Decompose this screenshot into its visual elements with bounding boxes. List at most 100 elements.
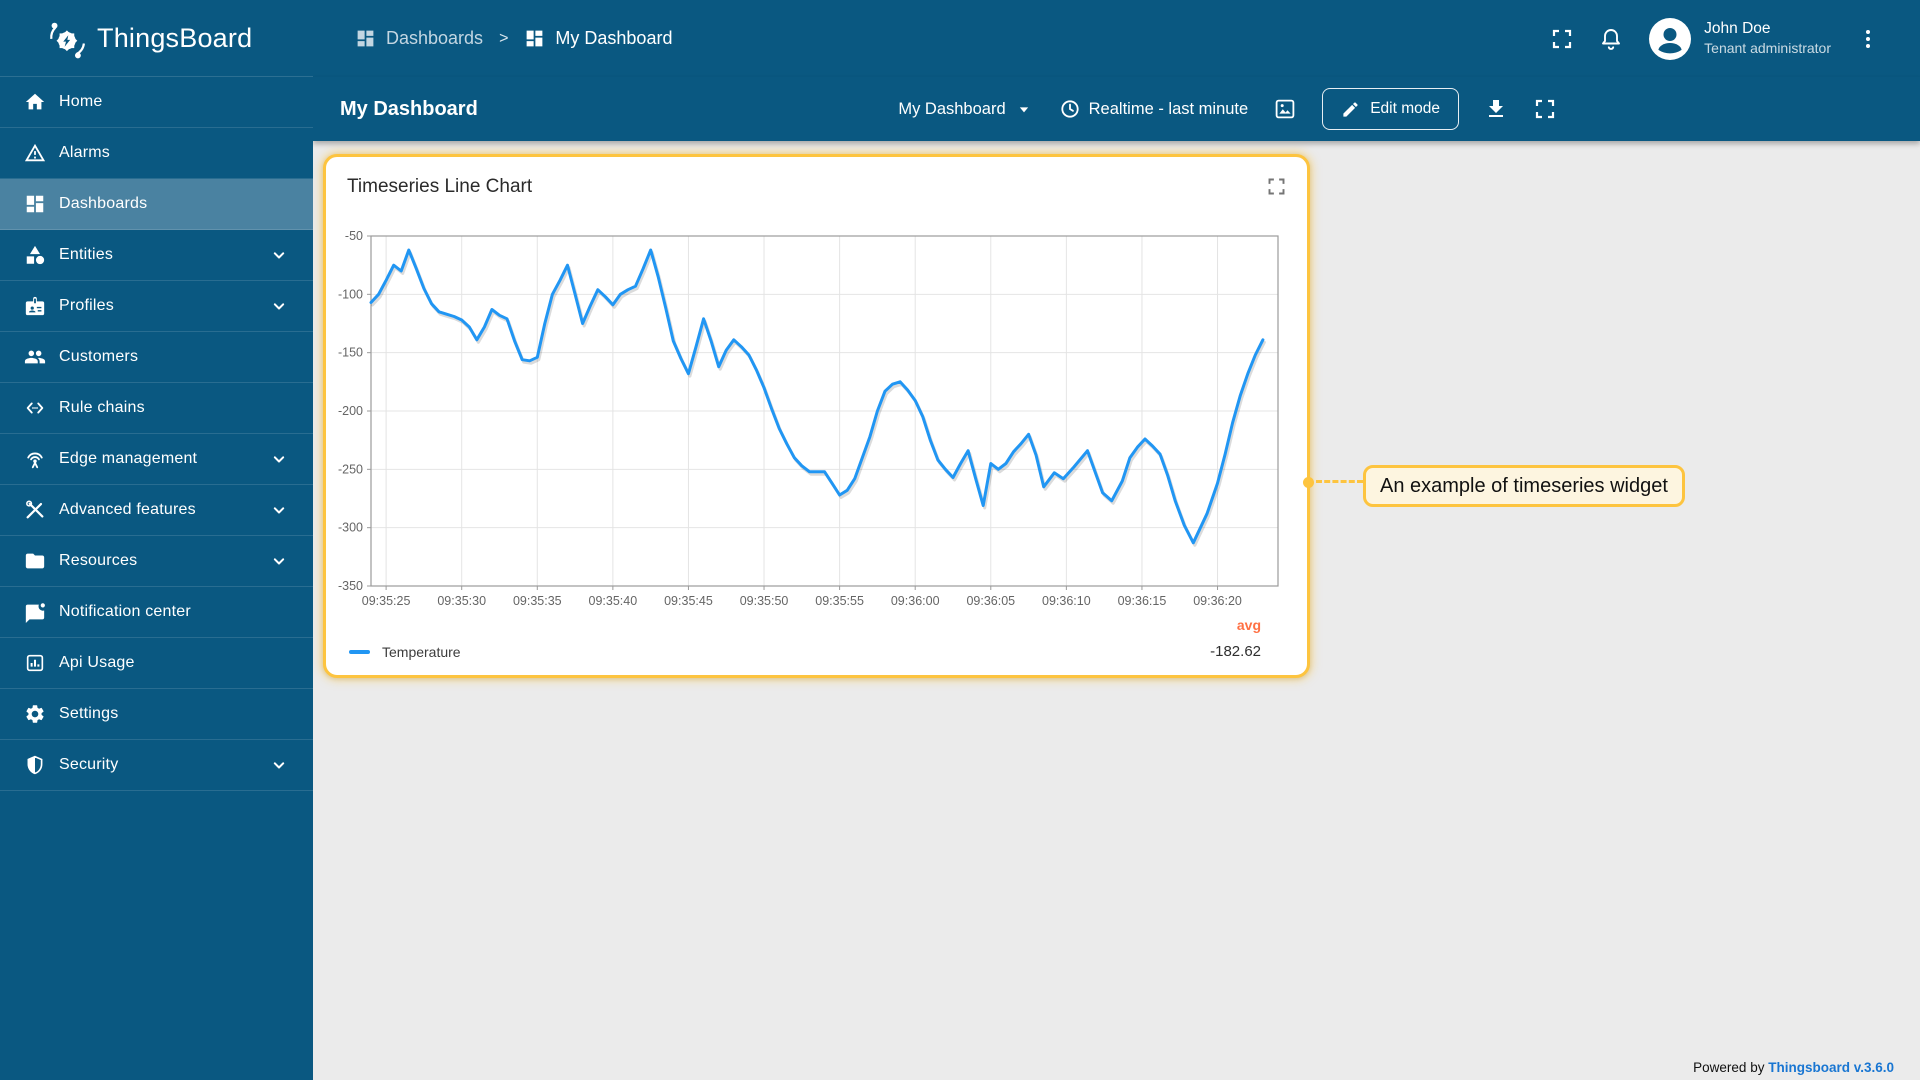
svg-text:09:35:35: 09:35:35: [513, 594, 562, 608]
fullscreen-icon: [1535, 99, 1555, 119]
sidebar-item-notification-center[interactable]: Notification center: [0, 587, 313, 638]
dashboard-canvas: Timeseries Line Chart -50 -100 -150 -200 -25…: [313, 141, 1920, 1080]
sidebar-item-label: Advanced features: [59, 501, 196, 518]
powered-by-text: Powered by: [1693, 1060, 1765, 1075]
sidebar-item-advanced-features[interactable]: Advanced features: [0, 485, 313, 536]
svg-text:-200: -200: [338, 404, 363, 418]
sidebar-item-label: Alarms: [59, 144, 110, 161]
edit-mode-button[interactable]: Edit mode: [1322, 88, 1459, 130]
state-select-value: My Dashboard: [898, 99, 1006, 118]
widget-fullscreen-button[interactable]: [1266, 176, 1287, 200]
breadcrumb-separator: >: [499, 29, 509, 47]
svg-text:09:36:05: 09:36:05: [966, 594, 1015, 608]
fullscreen-button[interactable]: [1550, 27, 1574, 51]
svg-text:-250: -250: [338, 462, 363, 476]
api-usage-icon: [24, 652, 46, 674]
security-icon: [24, 754, 46, 776]
sidebar-item-customers[interactable]: Customers: [0, 332, 313, 383]
svg-text:09:35:45: 09:35:45: [664, 594, 713, 608]
alarms-icon: [24, 142, 46, 164]
user-menu[interactable]: John Doe Tenant administrator: [1648, 17, 1831, 61]
svg-text:09:36:00: 09:36:00: [891, 594, 940, 608]
sidebar-item-label: Security: [59, 756, 119, 773]
sidebar-item-label: Settings: [59, 705, 119, 722]
sidebar-item-rule-chains[interactable]: Rule chains: [0, 383, 313, 434]
sidebar-item-entities[interactable]: Entities: [0, 230, 313, 281]
sidebar-item-api-usage[interactable]: Api Usage: [0, 638, 313, 689]
callout-text: An example of timeseries widget: [1380, 474, 1668, 497]
sidebar-item-label: Notification center: [59, 603, 191, 620]
logo-text: ThingsBoard: [97, 22, 253, 53]
sidebar: ThingsBoard Home Alarms Dashboards Entities…: [0, 0, 313, 1080]
legend-series-label: Temperature: [382, 644, 461, 660]
chevron-down-icon: [269, 296, 289, 316]
dashboard-fullscreen-button[interactable]: [1533, 97, 1557, 121]
tutorial-callout: An example of timeseries widget: [1363, 465, 1685, 507]
sidebar-item-label: Profiles: [59, 297, 114, 314]
dashboard-state-select[interactable]: My Dashboard: [898, 99, 1033, 119]
sidebar-item-dashboards[interactable]: Dashboards: [0, 179, 313, 230]
breadcrumb-label: My Dashboard: [555, 28, 673, 48]
sidebar-item-resources[interactable]: Resources: [0, 536, 313, 587]
breadcrumb-my-dashboard: My Dashboard: [524, 28, 672, 49]
widget-title: Timeseries Line Chart: [347, 176, 533, 197]
breadcrumb-dashboards[interactable]: Dashboards: [355, 28, 483, 49]
resources-icon: [24, 550, 46, 572]
time-window-button[interactable]: Realtime - last minute: [1059, 98, 1248, 120]
chevron-down-icon: [269, 755, 289, 775]
dashboards-icon: [24, 193, 46, 215]
svg-text:-350: -350: [338, 579, 363, 593]
edit-mode-label: Edit mode: [1370, 100, 1440, 117]
user-info: John Doe Tenant administrator: [1704, 19, 1831, 58]
svg-text:09:36:20: 09:36:20: [1193, 594, 1242, 608]
export-dashboard-button[interactable]: [1484, 97, 1508, 121]
legend-line-swatch: [349, 650, 370, 654]
pencil-icon: [1343, 101, 1358, 117]
thingsboard-logo-icon: [50, 22, 85, 59]
chevron-down-icon: [269, 500, 289, 520]
thingsboard-version-link[interactable]: Thingsboard v.3.6.0: [1768, 1060, 1894, 1075]
svg-text:-100: -100: [338, 287, 363, 301]
svg-text:09:35:40: 09:35:40: [589, 594, 638, 608]
more-menu-button[interactable]: [1856, 27, 1880, 51]
sidebar-item-home[interactable]: Home: [0, 77, 313, 128]
fullscreen-icon: [1553, 29, 1572, 48]
legend-agg-header: avg: [1236, 617, 1261, 633]
settings-icon: [24, 703, 46, 725]
sidebar-item-profiles[interactable]: Profiles: [0, 281, 313, 332]
dashboard-toolbar: My Dashboard My Dashboard Realtime - las…: [313, 77, 1920, 141]
timeseries-widget: Timeseries Line Chart -50 -100 -150 -200 -25…: [323, 154, 1310, 678]
sidebar-item-security[interactable]: Security: [0, 740, 313, 791]
user-role: Tenant administrator: [1704, 40, 1831, 56]
svg-text:09:35:25: 09:35:25: [362, 594, 411, 608]
sidebar-item-alarms[interactable]: Alarms: [0, 128, 313, 179]
sidebar-item-settings[interactable]: Settings: [0, 689, 313, 740]
notifications-button[interactable]: [1599, 27, 1623, 51]
sidebar-item-label: Rule chains: [59, 399, 145, 416]
breadcrumb-label: Dashboards: [386, 28, 484, 48]
notification-center-icon: [24, 601, 46, 623]
svg-text:09:36:10: 09:36:10: [1042, 594, 1091, 608]
dashboard-image-button[interactable]: [1273, 97, 1297, 121]
rule-chains-icon: [24, 397, 46, 419]
logo[interactable]: ThingsBoard: [0, 0, 313, 77]
edge-management-icon: [24, 448, 46, 470]
main-column: Dashboards > My Dashboard: [313, 0, 1920, 1080]
powered-by: Powered by Thingsboard v.3.6.0: [1693, 1060, 1894, 1075]
sidebar-item-label: Dashboards: [59, 195, 148, 212]
dashboards-icon: [527, 30, 543, 47]
legend-series-temperature[interactable]: Temperature: [349, 644, 461, 660]
download-icon: [1489, 100, 1503, 117]
more-vert-icon: [1866, 29, 1870, 48]
top-header: Dashboards > My Dashboard: [313, 0, 1920, 77]
sidebar-item-label: Home: [59, 93, 103, 110]
svg-text:-150: -150: [338, 346, 363, 360]
chevron-down-icon: [269, 551, 289, 571]
sidebar-item-label: Api Usage: [59, 654, 135, 671]
svg-text:09:35:55: 09:35:55: [815, 594, 864, 608]
svg-text:09:35:50: 09:35:50: [740, 594, 789, 608]
expand-icon: [1268, 178, 1285, 195]
sidebar-item-edge-management[interactable]: Edge management: [0, 434, 313, 485]
chevron-down-icon: [269, 245, 289, 265]
